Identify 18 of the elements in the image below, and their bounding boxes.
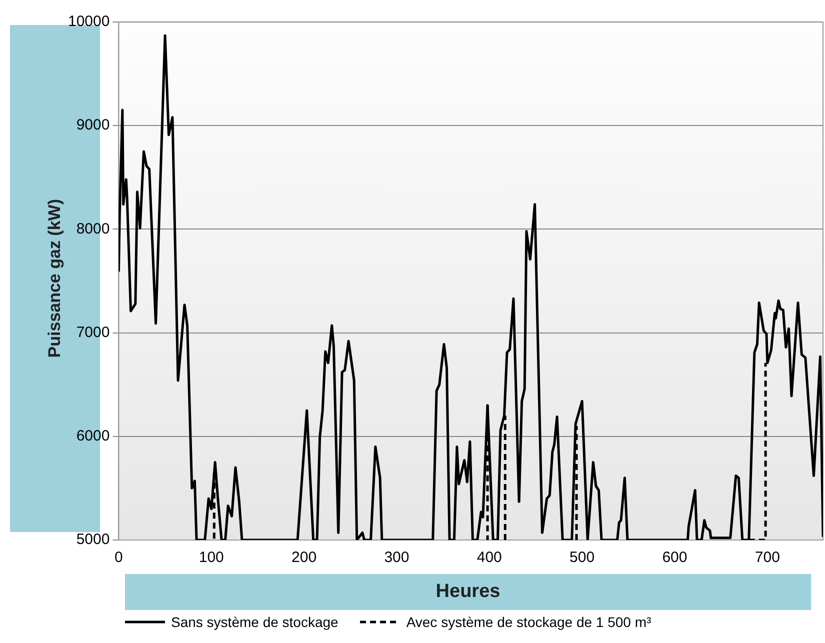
x-tick-label: 700 bbox=[754, 549, 780, 566]
legend-label: Sans système de stockage bbox=[171, 614, 338, 630]
y-tick-label: 10000 bbox=[68, 13, 110, 30]
y-axis-title: Puissance gaz (kW) bbox=[45, 199, 65, 358]
x-tick-label: 200 bbox=[292, 549, 317, 566]
x-tick-label: 500 bbox=[570, 549, 595, 566]
x-tick-label: 100 bbox=[198, 549, 224, 566]
y-tick-label: 7000 bbox=[76, 324, 110, 341]
y-tick-label: 8000 bbox=[76, 220, 110, 238]
x-tick-label: 0 bbox=[114, 549, 123, 566]
legend-label: Avec système de stockage de 1 500 m³ bbox=[406, 614, 652, 630]
y-tick-label: 9000 bbox=[76, 116, 110, 134]
y-tick-label: 6000 bbox=[76, 428, 110, 445]
y-tick-label: 5000 bbox=[76, 531, 110, 548]
x-tick-label: 300 bbox=[384, 549, 410, 566]
x-tick-label: 400 bbox=[476, 549, 502, 566]
x-axis-title: Heures bbox=[125, 574, 811, 610]
x-tick-label: 600 bbox=[662, 549, 688, 566]
